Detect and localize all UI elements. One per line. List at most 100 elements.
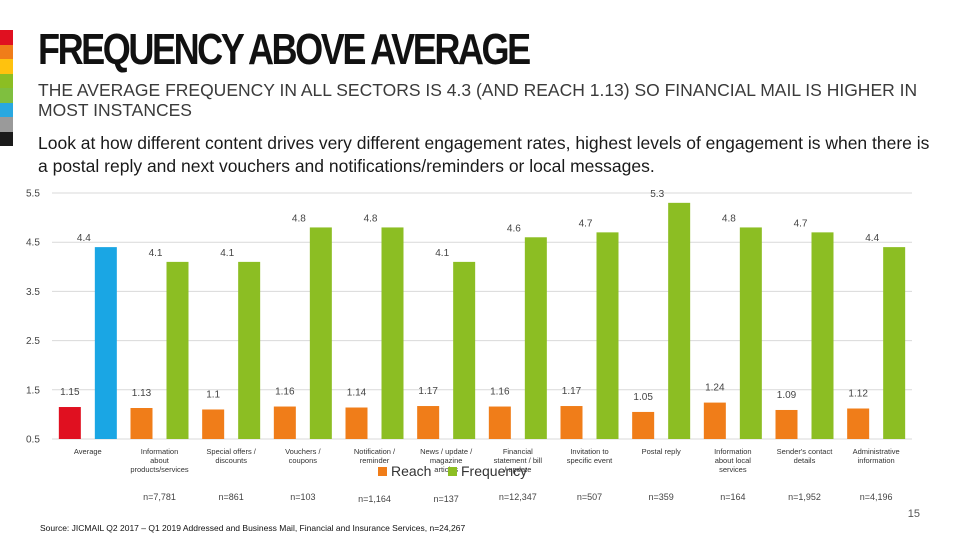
sample-size-label: n=164 [720,492,745,502]
reach-bar [703,402,726,439]
category-label: Information about local services [714,447,752,474]
category-label-line: articles [434,465,458,474]
category-label-line: News / update / [420,447,473,456]
category-label: Information about products/services [130,447,189,474]
legend-label-frequency: Frequency [461,463,527,479]
category-label-line: Average [74,447,102,456]
category-label-line: statement / bill [494,456,543,465]
legend-swatch-frequency [448,467,457,476]
category-label-line: coupons [289,456,318,465]
y-tick-label: 5.5 [26,189,40,200]
category-label-line: information [858,456,895,465]
category-label-line: Information [714,447,752,456]
category-label-line: Postal reply [642,447,681,456]
frequency-bar [453,261,476,439]
strip-block-6 [0,117,13,132]
reach-bar [775,409,798,439]
slide-subtitle: THE AVERAGE FREQUENCY IN ALL SECTORS IS … [38,80,918,120]
strip-block-3 [0,73,13,88]
category-label-line: magazine [430,456,463,465]
category-label-line: Information [141,447,179,456]
legend-swatch-reach [378,467,387,476]
frequency-value-label: 4.8 [722,213,736,224]
category-label-line: reminder [360,456,390,465]
frequency-bar [883,247,906,439]
reach-bar [417,406,440,439]
category-label: Notification / reminder [354,447,396,465]
frequency-bar [811,232,834,439]
category-label: Postal reply [642,447,681,456]
reach-bar [560,406,583,439]
category-label-line: about local [715,456,752,465]
category-label-line: Invitation to [570,447,608,456]
frequency-value-label: 4.7 [579,218,593,229]
y-tick-label: 4.5 [26,238,40,249]
reach-value-label: 1.17 [418,386,438,397]
reach-bar [273,406,296,439]
reach-value-label: 1.12 [848,388,868,399]
category-label-line: specific event [567,456,613,465]
frequency-bar [524,237,547,439]
category-label-line: discounts [215,456,247,465]
frequency-bar [668,202,691,439]
sample-size-label: n=137 [434,494,459,504]
sample-size-label: n=4,196 [860,492,893,502]
strip-block-7 [0,131,13,146]
category-label-line: Special offers / [206,447,256,456]
sample-size-label: n=861 [219,492,244,502]
reach-value-label: 1.05 [633,392,653,403]
strip-block-1 [0,44,13,59]
category-label-line: Vouchers / [285,447,321,456]
reach-value-label: 1.14 [347,388,367,399]
page-number: 15 [907,508,920,520]
slide-description: Look at how different content drives ver… [38,133,930,176]
sample-size-label: n=7,781 [143,492,176,502]
reach-bar [847,408,870,439]
reach-bar [58,407,81,439]
legend-label-reach: Reach [391,463,431,479]
y-tick-label: 1.5 [26,385,40,396]
sample-size-label: n=507 [577,492,602,502]
reach-bar [488,406,511,439]
category-label-line: products/services [130,465,189,474]
frequency-value-label: 5.3 [650,189,664,200]
reach-value-label: 1.09 [777,390,797,401]
category-label-line: Financial [503,447,533,456]
frequency-bar [238,261,261,439]
frequency-value-label: 4.7 [794,218,808,229]
y-tick-label: 3.5 [26,287,40,298]
category-label: Financial statement / bill / update [494,447,543,474]
frequency-value-label: 4.8 [292,213,306,224]
frequency-bar [309,227,332,439]
reach-value-label: 1.16 [275,387,295,398]
frequency-bar [166,261,189,439]
category-label: Sender's contact details [777,447,834,465]
frequency-value-label: 4.4 [77,233,91,244]
frequency-bar [94,247,117,439]
strip-block-5 [0,102,13,117]
frequency-bar [596,232,619,439]
reach-value-label: 1.13 [132,388,152,399]
sample-size-label: n=1,164 [358,494,391,504]
reach-bar [130,408,153,439]
frequency-value-label: 4.1 [220,248,234,259]
category-label: Average [74,447,102,456]
category-label: Vouchers / coupons [285,447,321,465]
frequency-value-label: 4.1 [435,248,449,259]
reach-value-label: 1.15 [60,387,80,398]
sample-size-label: n=103 [290,492,315,502]
sample-size-label: n=12,347 [499,492,537,502]
frequency-value-label: 4.6 [507,223,521,234]
category-label-line: Sender's contact [777,447,834,456]
reach-bar [202,409,225,439]
y-tick-label: 0.5 [26,435,40,446]
strip-block-0 [0,30,13,45]
category-label: Invitation to specific event [567,447,613,465]
category-label-line: about [150,456,170,465]
category-label: Administrative information [853,447,900,465]
sample-size-label: n=359 [649,492,674,502]
sample-size-label: n=1,952 [788,492,821,502]
category-label-line: Administrative [853,447,900,456]
frequency-bar [739,227,762,439]
